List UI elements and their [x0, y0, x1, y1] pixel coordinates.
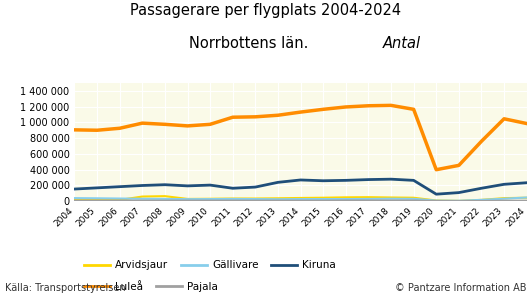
Legend: Luleå, Pajala: Luleå, Pajala	[80, 278, 222, 296]
Text: Källa: Transportstyrelsen: Källa: Transportstyrelsen	[5, 283, 126, 293]
Text: Norrbottens län.: Norrbottens län.	[189, 36, 313, 51]
Text: Passagerare per flygplats 2004-2024: Passagerare per flygplats 2004-2024	[130, 3, 402, 18]
Text: Antal: Antal	[383, 36, 421, 51]
Text: © Pantzare Information AB: © Pantzare Information AB	[395, 283, 527, 293]
